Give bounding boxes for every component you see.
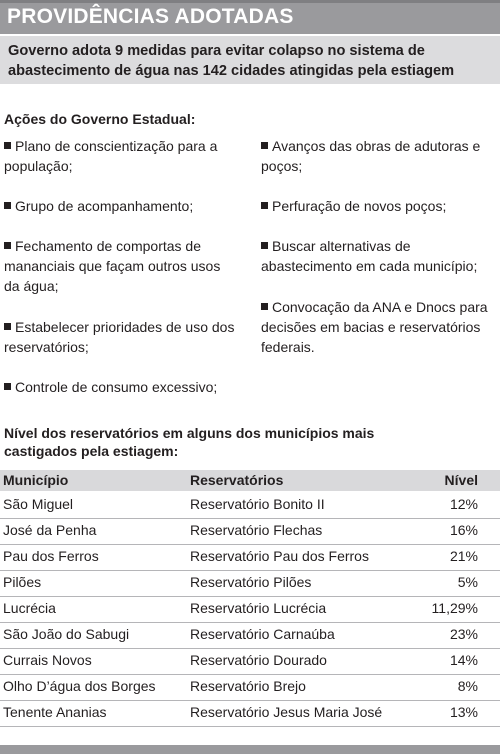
action-text: Avanços das obras de adutoras e <box>272 138 481 154</box>
table-title-line-1: Nível dos reservatórios em alguns dos mu… <box>4 425 375 441</box>
actions-title: Ações do Governo Estadual: <box>4 111 196 127</box>
bullet-square-icon <box>261 303 268 310</box>
cell-reservatorio: Reservatório Pau dos Ferros <box>190 548 369 564</box>
cell-nivel: 12% <box>449 496 478 512</box>
table-title-line-2: castigados pela estiagem: <box>4 443 179 459</box>
bullet-square-icon <box>4 383 11 390</box>
action-item: Avanços das obras de adutoras e poços; <box>261 136 497 176</box>
table-row: Olho D’água dos Borges Reservatório Brej… <box>0 674 500 701</box>
cell-nivel: 14% <box>449 652 478 668</box>
table-row: São João do Sabugi Reservatório Carnaúba… <box>0 622 500 649</box>
column-header-reservatorios: Reservatórios <box>190 472 284 488</box>
action-text: população; <box>4 158 73 174</box>
headline-line-1: Governo adota 9 medidas para evitar cola… <box>8 43 425 59</box>
action-text: reservatórios; <box>4 339 89 355</box>
cell-reservatorio: Reservatório Dourado <box>190 652 327 668</box>
bullet-square-icon <box>261 202 268 209</box>
table-row: Currais Novos Reservatório Dourado 14% <box>0 648 500 675</box>
cell-reservatorio: Reservatório Lucrécia <box>190 600 327 616</box>
action-text: decisões em bacias e reservatórios <box>261 319 481 335</box>
cell-municipio: São João do Sabugi <box>3 626 130 642</box>
headline-line-2: abastecimento de água nas 142 cidades at… <box>8 63 455 79</box>
cell-nivel: 16% <box>449 522 478 538</box>
action-text: Fechamento de comportas de <box>15 238 201 254</box>
action-text: da água; <box>4 278 59 294</box>
column-header-municipio: Município <box>3 472 69 488</box>
action-text: Controle de consumo excessivo; <box>15 379 218 395</box>
action-text: federais. <box>261 339 315 355</box>
cell-reservatorio: Reservatório Jesus Maria José <box>190 704 383 720</box>
bullet-square-icon <box>261 242 268 249</box>
table-row: Pau dos Ferros Reservatório Pau dos Ferr… <box>0 544 500 571</box>
action-text: Buscar alternativas de <box>272 238 411 254</box>
cell-municipio: Tenente Ananias <box>3 704 107 720</box>
table-row: São Miguel Reservatório Bonito II 12% <box>0 492 500 519</box>
action-text: abastecimento em cada município; <box>261 258 478 274</box>
action-text: Grupo de acompanhamento; <box>15 198 194 214</box>
cell-reservatorio: Reservatório Carnaúba <box>190 626 335 642</box>
cell-nivel: 5% <box>457 574 478 590</box>
table-row: Tenente Ananias Reservatório Jesus Maria… <box>0 700 500 727</box>
action-text: Plano de conscientização para a <box>15 138 218 154</box>
action-item: Controle de consumo excessivo; <box>4 377 244 397</box>
table-header: Município Reservatórios Nível <box>0 470 500 491</box>
table-row: Pilões Reservatório Pilões 5% <box>0 570 500 597</box>
cell-reservatorio: Reservatório Pilões <box>190 574 312 590</box>
cell-municipio: Pau dos Ferros <box>3 548 99 564</box>
cell-municipio: Olho D’água dos Borges <box>3 678 156 694</box>
cell-reservatorio: Reservatório Bonito II <box>190 496 325 512</box>
bullet-square-icon <box>4 142 11 149</box>
action-text: Convocação da ANA e Dnocs para <box>272 299 488 315</box>
column-header-nivel: Nível <box>444 472 478 488</box>
cell-nivel: 8% <box>457 678 478 694</box>
action-item: Estabelecer prioridades de uso dos reser… <box>4 317 244 357</box>
cell-municipio: José da Penha <box>3 522 97 538</box>
bullet-square-icon <box>4 242 11 249</box>
cell-municipio: Pilões <box>3 574 42 590</box>
table-title: Nível dos reservatórios em alguns dos mu… <box>4 424 374 460</box>
section-banner: PROVIDÊNCIAS ADOTADAS <box>0 0 500 34</box>
bullet-square-icon <box>261 142 268 149</box>
cell-nivel: 21% <box>449 548 478 564</box>
cell-municipio: São Miguel <box>3 496 74 512</box>
cell-nivel: 11,29% <box>431 600 478 616</box>
action-text: poços; <box>261 158 303 174</box>
action-item: Buscar alternativas de abastecimento em … <box>261 236 497 276</box>
table-row: José da Penha Reservatório Flechas 16% <box>0 518 500 545</box>
footer-bar <box>0 745 500 754</box>
action-item: Perfuração de novos poços; <box>261 196 497 216</box>
cell-reservatorio: Reservatório Flechas <box>190 522 323 538</box>
table-row: Lucrécia Reservatório Lucrécia 11,29% <box>0 596 500 623</box>
action-text: Perfuração de novos poços; <box>272 198 447 214</box>
cell-nivel: 13% <box>449 704 478 720</box>
action-item: Fechamento de comportas de mananciais qu… <box>4 236 244 296</box>
cell-municipio: Currais Novos <box>3 652 92 668</box>
cell-nivel: 23% <box>449 626 478 642</box>
cell-reservatorio: Reservatório Brejo <box>190 678 306 694</box>
action-item: Convocação da ANA e Dnocs para decisões … <box>261 297 497 357</box>
action-text: mananciais que façam outros usos <box>4 258 221 274</box>
banner-title: PROVIDÊNCIAS ADOTADAS <box>7 5 294 28</box>
bullet-square-icon <box>4 323 11 330</box>
action-item: Plano de conscientização para a populaçã… <box>4 136 244 176</box>
cell-municipio: Lucrécia <box>3 600 56 616</box>
headline-box: Governo adota 9 medidas para evitar cola… <box>0 36 500 84</box>
bullet-square-icon <box>4 202 11 209</box>
action-item: Grupo de acompanhamento; <box>4 196 244 216</box>
action-text: Estabelecer prioridades de uso dos <box>15 319 235 335</box>
